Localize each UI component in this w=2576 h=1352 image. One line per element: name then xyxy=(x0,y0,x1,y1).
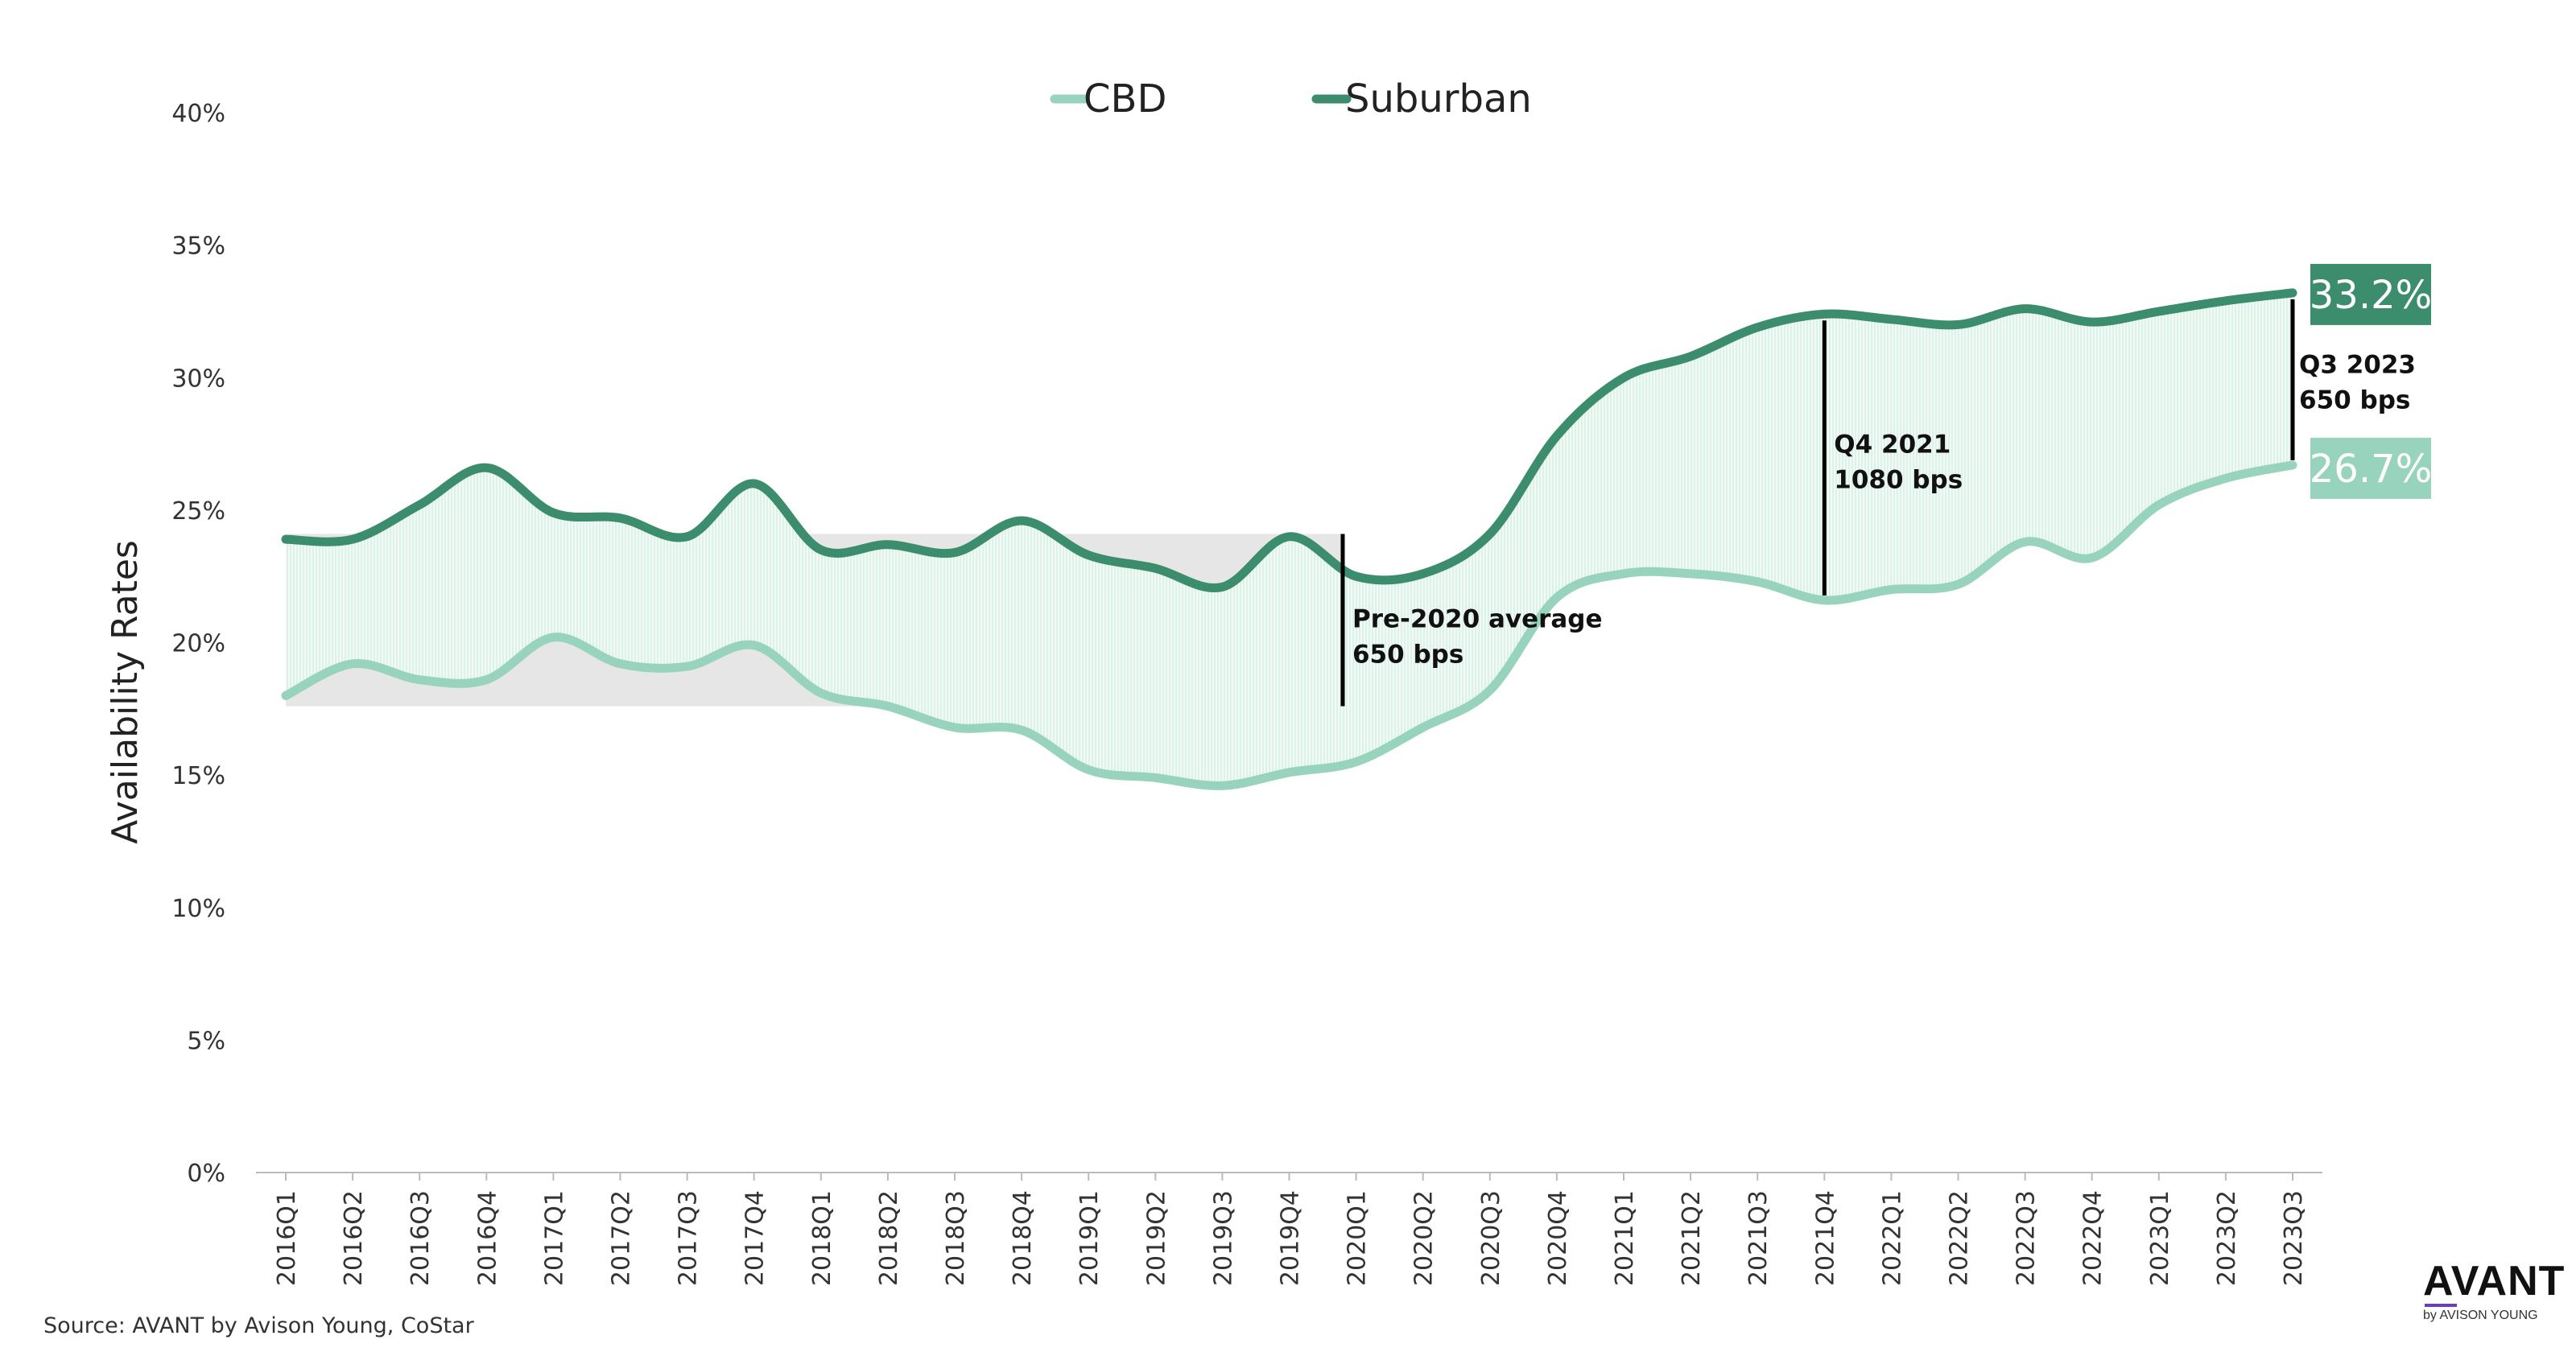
q3-2023-annotation: Q3 2023 xyxy=(2299,350,2416,379)
x-tick-label: 2016Q1 xyxy=(273,1190,301,1286)
legend-label: Suburban xyxy=(1345,76,1532,122)
x-tick-label: 2022Q3 xyxy=(2013,1190,2041,1286)
x-tick-label: 2021Q4 xyxy=(1811,1190,1839,1286)
q4-2021-annotation: Q4 2021 xyxy=(1834,430,1951,459)
x-tick-label: 2020Q4 xyxy=(1544,1190,1572,1286)
x-tick-label: 2023Q2 xyxy=(2213,1190,2241,1286)
x-tick-label: 2018Q3 xyxy=(942,1190,970,1286)
y-axis-label: Availability Rates xyxy=(105,540,146,844)
x-tick-label: 2022Q4 xyxy=(2079,1190,2107,1286)
x-tick-label: 2020Q3 xyxy=(1477,1190,1505,1286)
series-lines-layer xyxy=(281,288,2297,790)
x-tick-label: 2018Q1 xyxy=(808,1190,836,1286)
source-note: Source: AVANT by Avison Young, CoStar xyxy=(43,1313,474,1338)
x-tick-label: 2017Q3 xyxy=(675,1190,703,1286)
y-tick-label: 25% xyxy=(171,497,225,526)
logo-main-text: AVANT xyxy=(2423,1258,2566,1305)
end-label-suburban: 33.2% xyxy=(2310,263,2432,325)
end-label-value: 26.7% xyxy=(2310,447,2432,492)
q4-2021-annotation: 1080 bps xyxy=(1834,465,1963,494)
x-tick-label: 2021Q3 xyxy=(1744,1190,1773,1286)
x-tick-label: 2023Q1 xyxy=(2146,1190,2174,1286)
x-tick-label: 2019Q2 xyxy=(1142,1190,1170,1286)
x-tick-label: 2022Q1 xyxy=(1878,1190,1906,1286)
x-tick-label: 2019Q4 xyxy=(1277,1190,1305,1286)
x-tick-label: 2017Q2 xyxy=(608,1190,636,1286)
y-tick-label: 40% xyxy=(171,100,225,128)
end-label-value: 33.2% xyxy=(2310,273,2432,318)
x-tick-label: 2016Q3 xyxy=(407,1190,435,1286)
x-tick-label: 2021Q2 xyxy=(1678,1190,1706,1286)
legend: CBD Suburban xyxy=(1050,76,1532,122)
y-tick-label: 10% xyxy=(171,895,225,923)
y-tick-label: 5% xyxy=(187,1027,225,1055)
x-tick-label: 2018Q4 xyxy=(1009,1190,1037,1286)
x-tick-label: 2016Q2 xyxy=(340,1190,368,1286)
legend-item-cbd: CBD xyxy=(1050,76,1166,122)
y-tick-label: 0% xyxy=(187,1160,225,1188)
x-tick-label: 2017Q4 xyxy=(741,1190,770,1286)
end-label-cbd: 26.7% xyxy=(2310,437,2432,499)
x-tick-label: 2020Q1 xyxy=(1344,1190,1372,1286)
x-tick-label: 2017Q1 xyxy=(540,1190,568,1286)
y-tick-label: 15% xyxy=(171,762,225,790)
x-tick-label: 2019Q1 xyxy=(1075,1190,1104,1286)
legend-item-suburban: Suburban xyxy=(1311,76,1532,122)
x-tick-label: 2021Q1 xyxy=(1611,1190,1639,1286)
legend-label: CBD xyxy=(1084,76,1166,122)
x-tick-label: 2016Q4 xyxy=(473,1190,502,1286)
y-tick-label: 30% xyxy=(171,365,225,393)
pre-2020-average-annotation: 650 bps xyxy=(1352,641,1463,670)
x-tick-label: 2018Q2 xyxy=(875,1190,903,1286)
logo-sub-text: by AVISON YOUNG xyxy=(2423,1309,2538,1322)
x-tick-label: 2019Q3 xyxy=(1209,1190,1237,1286)
annotation-layer: Pre-2020 average 650 bps Q4 2021 1080 bps Q3… xyxy=(1340,263,2432,707)
x-tick-label: 2020Q2 xyxy=(1410,1190,1439,1286)
y-tick-label: 35% xyxy=(171,233,225,261)
x-tick-label: 2022Q2 xyxy=(1946,1190,1974,1286)
logo-accent-bar xyxy=(2425,1304,2457,1307)
end-label-box xyxy=(2310,263,2431,325)
pre-2020-average-annotation: Pre-2020 average xyxy=(1352,605,1603,634)
x-tick-label: 2023Q3 xyxy=(2280,1190,2308,1286)
q3-2023-annotation: 650 bps xyxy=(2299,385,2410,414)
y-tick-label: 20% xyxy=(171,630,225,658)
end-label-box xyxy=(2310,437,2431,499)
series-line-cbd xyxy=(281,460,2297,790)
series-line-suburban xyxy=(281,288,2297,593)
avant-logo: AVANT by AVISON YOUNG xyxy=(2423,1258,2566,1323)
axis-layer: 0% 5% 10% 15% 20% 25% 30% 35% 40% 2016Q1 2016Q2 201… xyxy=(171,100,2322,1286)
